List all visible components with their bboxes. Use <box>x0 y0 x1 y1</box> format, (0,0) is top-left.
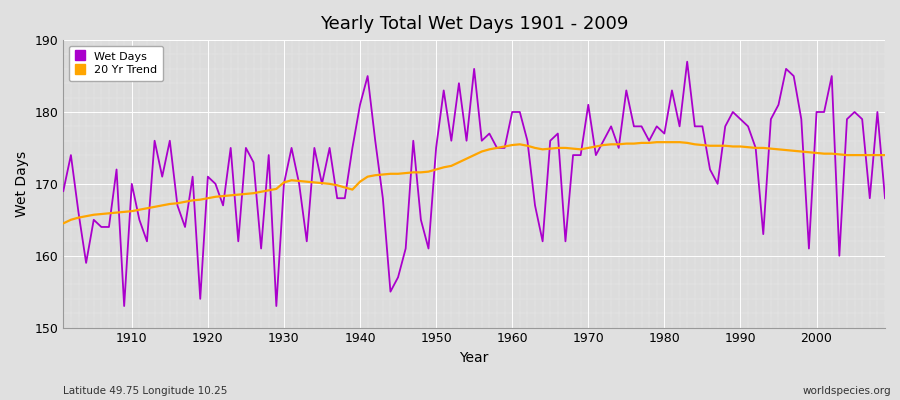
20 Yr Trend <box>119 210 130 214</box>
Wet Days <box>293 182 304 186</box>
Wet Days <box>515 110 526 114</box>
Wet Days <box>682 59 693 64</box>
Y-axis label: Wet Days: Wet Days <box>15 151 29 217</box>
Text: Latitude 49.75 Longitude 10.25: Latitude 49.75 Longitude 10.25 <box>63 386 228 396</box>
20 Yr Trend <box>58 221 68 226</box>
20 Yr Trend <box>652 140 662 144</box>
20 Yr Trend <box>286 178 297 183</box>
Legend: Wet Days, 20 Yr Trend: Wet Days, 20 Yr Trend <box>68 46 163 81</box>
Wet Days <box>126 182 137 186</box>
Text: worldspecies.org: worldspecies.org <box>803 386 891 396</box>
Wet Days <box>507 110 517 114</box>
20 Yr Trend <box>507 143 517 148</box>
20 Yr Trend <box>500 144 510 149</box>
X-axis label: Year: Year <box>460 351 489 365</box>
Title: Yearly Total Wet Days 1901 - 2009: Yearly Total Wet Days 1901 - 2009 <box>320 15 628 33</box>
20 Yr Trend <box>332 183 343 188</box>
Line: 20 Yr Trend: 20 Yr Trend <box>63 142 885 223</box>
Wet Days <box>879 196 890 201</box>
Wet Days <box>339 196 350 201</box>
Line: Wet Days: Wet Days <box>63 62 885 306</box>
Wet Days <box>58 189 68 194</box>
20 Yr Trend <box>598 143 609 148</box>
20 Yr Trend <box>879 153 890 158</box>
Wet Days <box>606 124 616 129</box>
Wet Days <box>119 304 130 308</box>
